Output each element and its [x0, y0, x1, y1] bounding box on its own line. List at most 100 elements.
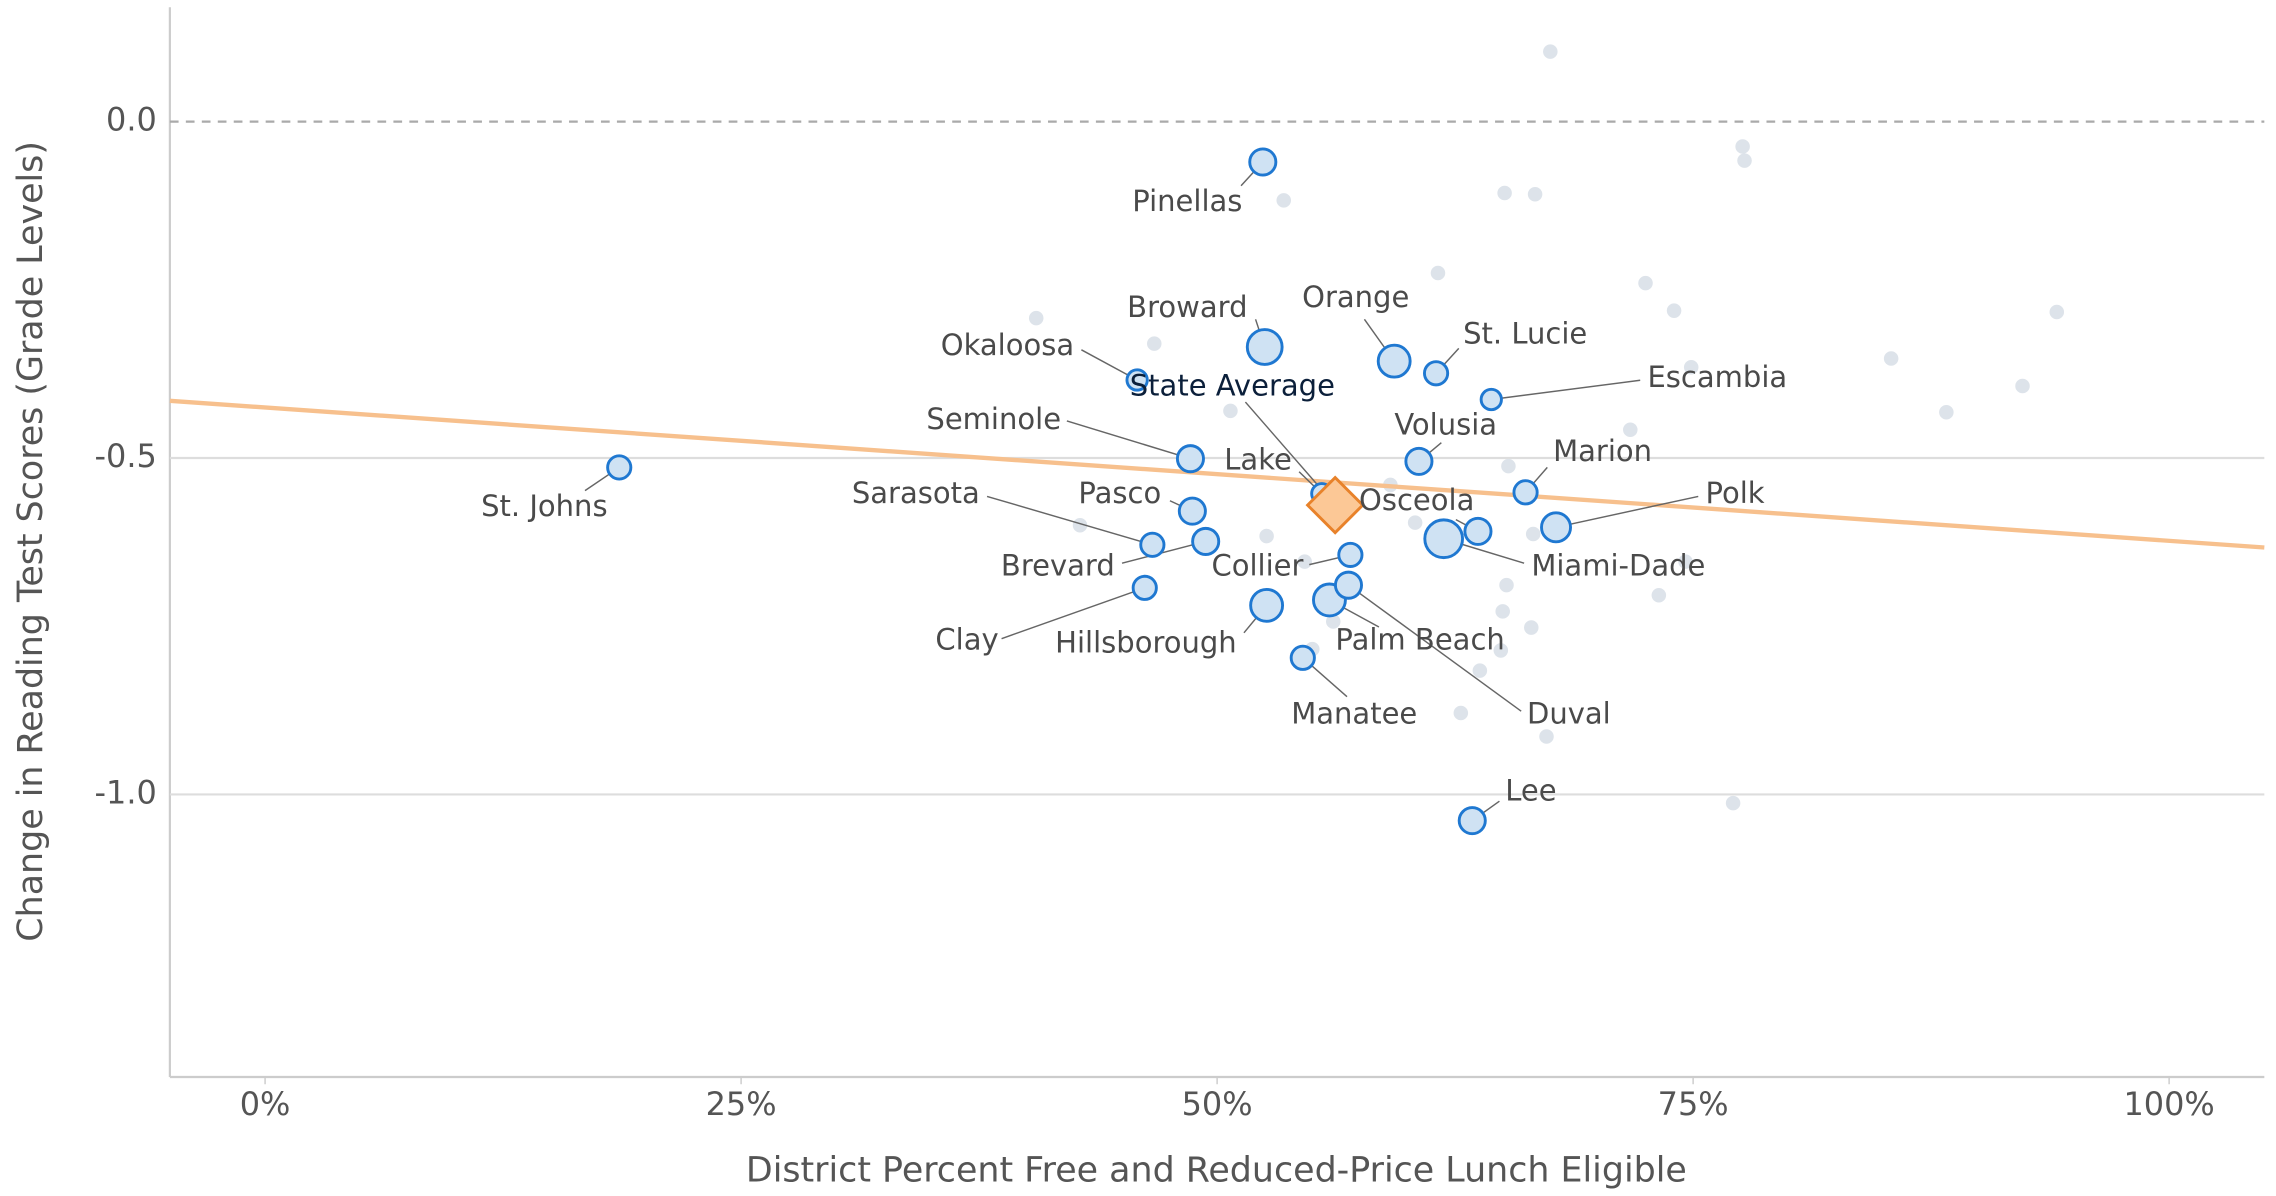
other-district-point [1028, 310, 1044, 326]
other-district-point [2049, 304, 2065, 320]
district-label: Hillsborough [1055, 625, 1237, 659]
district-label: Volusia [1394, 408, 1497, 442]
district-label: Collier [1211, 549, 1303, 583]
district-point [1125, 368, 1149, 392]
y-tick-label: 0.0 [106, 101, 157, 139]
district-point [1404, 446, 1434, 476]
district-label: Broward [1127, 290, 1247, 324]
district-label: Clay [935, 623, 998, 657]
trend-line [169, 398, 2265, 550]
district-label: Miami-Dade [1531, 549, 1705, 583]
other-district-point [1493, 643, 1509, 658]
y-tick-label: -1.0 [95, 773, 157, 811]
other-district-point [1276, 193, 1292, 208]
district-label: Osceola [1359, 483, 1474, 517]
other-district-point [2015, 378, 2030, 394]
district-point [1423, 360, 1450, 387]
other-district-point [1501, 458, 1516, 474]
x-tick-label: 0% [240, 1085, 291, 1123]
other-district-point [1297, 554, 1312, 569]
district-point [1131, 574, 1158, 601]
district-point [1289, 644, 1316, 671]
district-label: Duval [1527, 697, 1611, 731]
district-point [1337, 541, 1364, 568]
district-point [1463, 516, 1493, 546]
leader-line [1348, 584, 1522, 712]
district-point [1376, 343, 1412, 379]
other-district-point [1735, 139, 1750, 154]
other-district-point [1527, 187, 1543, 202]
other-district-point [1651, 588, 1667, 603]
x-tick-label: 25% [706, 1085, 777, 1123]
district-point [606, 454, 633, 481]
district-point [1457, 806, 1487, 836]
state-average-label: State Average [1130, 369, 1335, 403]
leader-line [986, 495, 1153, 546]
district-label: St. Lucie [1463, 316, 1587, 350]
other-district-point [1430, 265, 1446, 281]
district-point [1245, 328, 1284, 366]
district-label: St. Johns [481, 489, 607, 523]
district-label: Orange [1302, 280, 1409, 314]
other-district-point [1497, 185, 1512, 201]
leader-line [1001, 587, 1145, 640]
other-district-point [1407, 515, 1423, 530]
other-district-point [1453, 705, 1469, 721]
other-district-point [1325, 614, 1341, 629]
other-district-point [1737, 153, 1752, 168]
leader-line [1066, 420, 1191, 460]
other-district-point [1683, 359, 1699, 375]
district-point [1175, 444, 1205, 474]
district-label: Sarasota [852, 476, 980, 510]
other-district-point [1147, 336, 1162, 351]
other-district-point [1495, 604, 1510, 619]
district-label: Brevard [1001, 549, 1115, 583]
district-point [1423, 518, 1465, 560]
x-axis-label: District Percent Free and Reduced-Price … [746, 1150, 1687, 1190]
other-district-point [1539, 729, 1554, 744]
x-tick-label: 100% [2123, 1085, 2214, 1123]
district-label: Marion [1553, 434, 1652, 468]
other-district-point [1883, 351, 1899, 366]
district-label: Polk [1706, 476, 1765, 510]
other-district-point [1223, 403, 1238, 419]
district-point [1191, 526, 1221, 556]
x-tick-label: 50% [1182, 1085, 1253, 1123]
other-district-point [1666, 303, 1682, 318]
district-point [1177, 496, 1207, 526]
other-district-point [1638, 275, 1653, 291]
district-point [1479, 387, 1503, 412]
district-label: Manatee [1291, 697, 1417, 731]
district-label: Seminole [926, 402, 1061, 436]
district-label: Palm Beach [1335, 623, 1504, 657]
other-district-point [1524, 620, 1539, 635]
district-label: Okaloosa [941, 328, 1074, 362]
other-district-point [1543, 44, 1558, 59]
district-label: Pinellas [1132, 184, 1242, 218]
district-point [1139, 531, 1166, 558]
district-point [1249, 587, 1285, 623]
district-label: Escambia [1647, 360, 1787, 394]
district-label: Lee [1505, 773, 1556, 807]
other-district-point [1525, 526, 1541, 542]
district-label: Lake [1224, 443, 1292, 477]
district-label: Pasco [1078, 476, 1161, 510]
district-point [1540, 511, 1572, 544]
district-point [1333, 570, 1363, 600]
other-district-point [1472, 663, 1488, 678]
other-district-point [1678, 554, 1693, 569]
district-point [1248, 147, 1278, 177]
state-average-marker [1305, 475, 1365, 535]
other-district-point [1259, 528, 1274, 544]
other-district-point [1725, 795, 1741, 811]
other-district-point [1939, 405, 1954, 420]
y-tick-label: -0.5 [95, 437, 157, 475]
other-district-point [1072, 518, 1088, 533]
leader-line [1491, 379, 1641, 401]
x-tick-label: 75% [1658, 1085, 1729, 1123]
district-point [1512, 479, 1539, 506]
y-axis-label: Change in Reading Test Scores (Grade Lev… [11, 141, 51, 942]
leader-line [1555, 495, 1699, 529]
